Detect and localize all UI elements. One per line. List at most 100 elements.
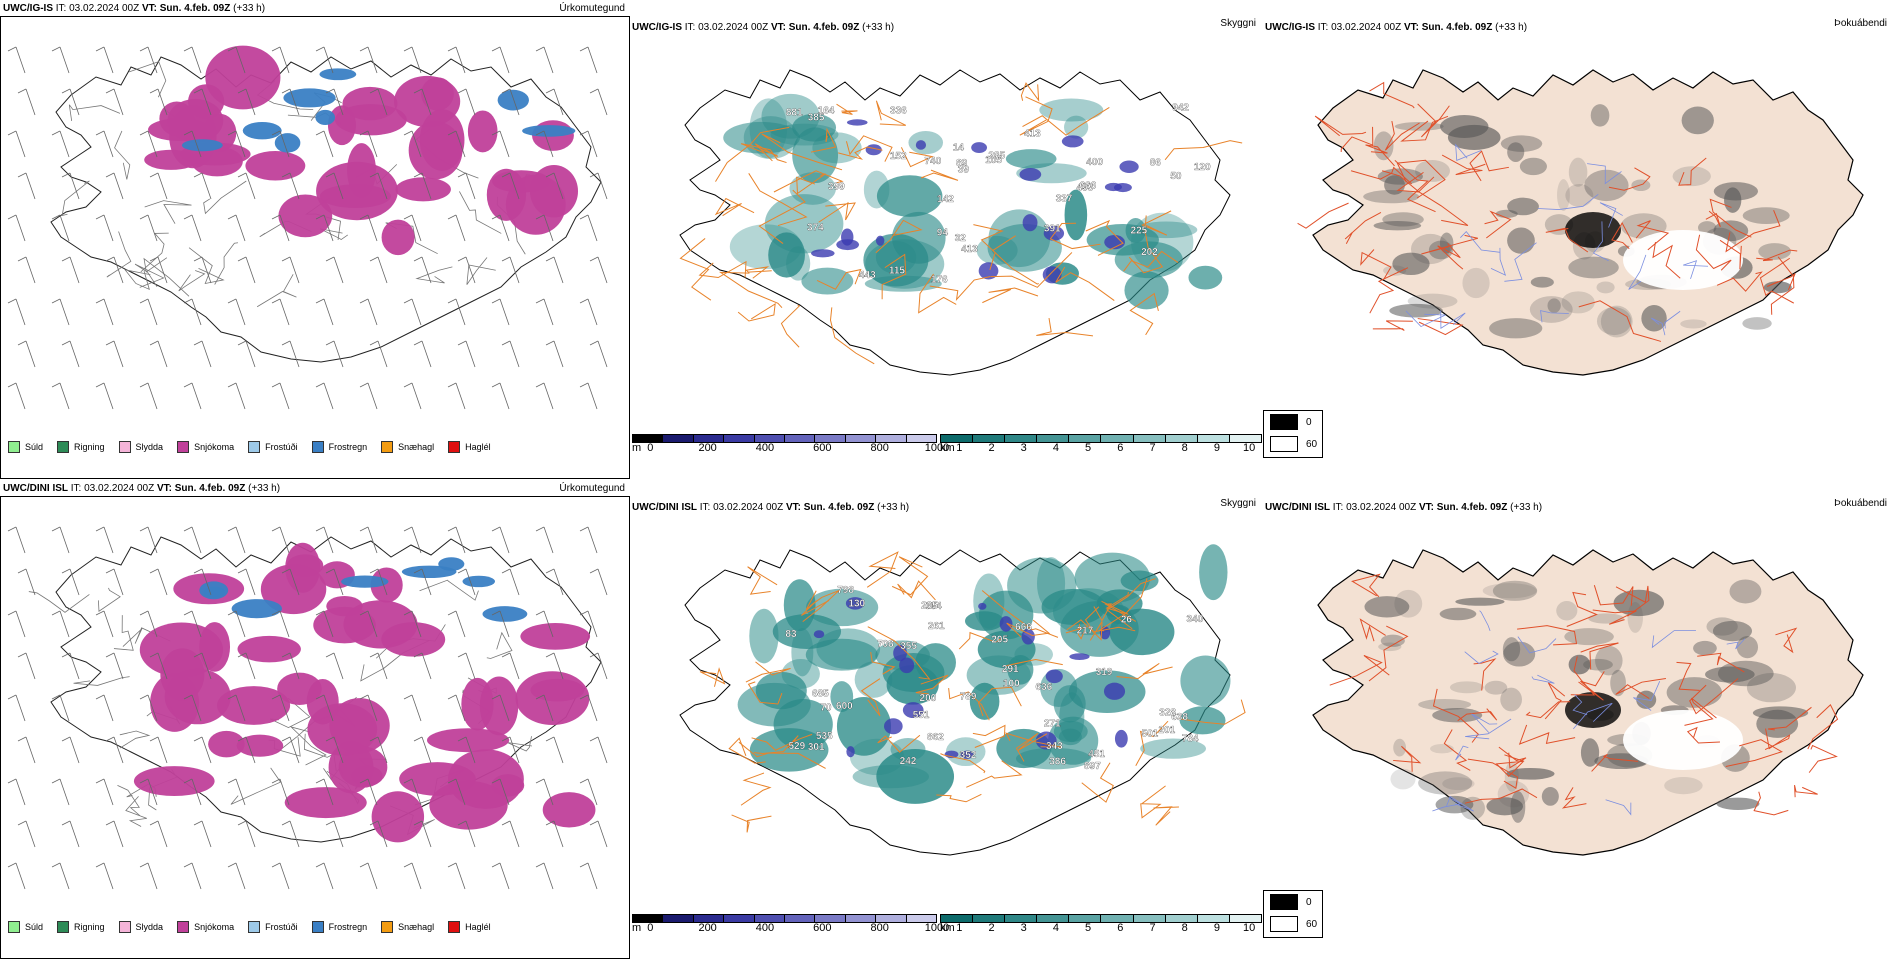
colorbar-cell <box>1069 435 1102 442</box>
colorbar-cell <box>1133 915 1166 922</box>
colorbar-tick: 8 <box>1181 922 1188 934</box>
colorbar-cell <box>1165 915 1198 922</box>
legend-swatch <box>311 441 324 453</box>
cloud-base-label: 798 <box>837 585 854 596</box>
fog-legend-swatch <box>1270 436 1298 452</box>
model-name: UWC/DINI ISL <box>1265 502 1330 513</box>
legend-item: Frostúði <box>248 441 298 453</box>
colorbar-tick: 1000 <box>924 442 950 454</box>
cloud-base-label: 451 <box>1088 749 1105 760</box>
precip-type-legend: Súld Rigning Slydda Snjókoma Frostúði Frostre… <box>0 436 628 458</box>
legend-item: Frostregn <box>311 441 367 453</box>
cloud-base-label: 535 <box>816 731 833 742</box>
colorbar-cell <box>973 915 1006 922</box>
cloud-base-label: 86 <box>1150 157 1162 168</box>
init-label: IT: <box>70 483 82 494</box>
cloud-base-label: 100 <box>1003 679 1020 690</box>
cloud-base-label: 789 <box>960 691 977 702</box>
legend-label: Súld <box>25 442 44 452</box>
cloud-base-label: 340 <box>1187 614 1204 625</box>
cloud-base-label: 501 <box>1142 729 1159 740</box>
model-name: UWC/IG-IS <box>1265 22 1315 33</box>
cloud-base-label: 200 <box>920 693 937 704</box>
forecast-header: UWC/DINI ISL IT: 03.02.2024 00Z VT: Sun.… <box>1265 502 1542 513</box>
cloud-base-label: 205 <box>991 635 1008 646</box>
legend-item: Frostregn <box>311 921 368 933</box>
forecast-row-bottom: UWC/DINI ISL IT: 03.02.2024 00Z VT: Sun.… <box>0 480 1900 959</box>
fog-legend-swatch <box>1270 414 1298 430</box>
cloud-base-label: 176 <box>931 274 948 285</box>
colorbar-cell <box>1133 435 1166 442</box>
lead-time: (+33 h) <box>248 483 281 494</box>
colorbar-tick: 600 <box>813 442 832 454</box>
legend-swatch <box>8 441 20 453</box>
init-label: IT: <box>699 502 711 513</box>
valid-time: Sun. 4.feb. 09Z <box>159 3 231 14</box>
legend-item: Frostúði <box>248 921 298 933</box>
legend-item: Snjókoma <box>177 441 234 453</box>
init-time: 03.02.2024 00Z <box>1346 502 1417 513</box>
cloud-base-label: 152 <box>890 151 907 162</box>
legend-label: Frostúði <box>265 922 298 932</box>
init-label: IT: <box>684 22 696 33</box>
colorbar-cell <box>633 435 664 442</box>
cloud-base-label: 115 <box>889 265 906 276</box>
colorbar-cell <box>785 915 816 922</box>
cloud-base-label: 242 <box>900 756 917 767</box>
legend-item: Rigning <box>57 921 105 933</box>
colorbar-cell <box>693 435 725 442</box>
valid-label: VT: <box>141 3 157 14</box>
precip-panel-title: Úrkomutegund <box>559 483 625 494</box>
colorbar-cell <box>785 435 816 442</box>
cloud-base-label: 164 <box>818 106 835 117</box>
fog-legend-swatch <box>1270 916 1298 932</box>
valid-time: Sun. 4.feb. 09Z <box>803 502 875 513</box>
colorbar-unit: km <box>940 442 955 454</box>
valid-label: VT: <box>156 483 172 494</box>
colorbar-cells <box>632 434 937 443</box>
colorbar-cells <box>940 914 1262 923</box>
lead-time: (+33 h) <box>862 22 895 33</box>
cloud-base-label: 685 <box>812 688 829 699</box>
cloud-base-label: 374 <box>807 222 824 233</box>
precip-map <box>7 526 608 890</box>
cloud-base-label: 551 <box>913 710 930 721</box>
legend-item: Slydda <box>118 441 163 453</box>
init-time: 03.02.2024 00Z <box>698 22 769 33</box>
colorbar-cell <box>1037 435 1070 442</box>
colorbar-cell <box>724 915 755 922</box>
legend-label: Haglél <box>465 442 491 452</box>
lead-time: (+33 h) <box>877 502 910 513</box>
cloud-base-label: 26 <box>1121 614 1133 625</box>
forecast-header: UWC/IG-IS IT: 03.02.2024 00Z VT: Sun. 4.… <box>632 22 894 33</box>
forecast-header: UWC/DINI ISL IT: 03.02.2024 00Z VT: Sun.… <box>3 483 280 494</box>
cloud-base-label: 14 <box>953 143 965 154</box>
valid-time: Sun. 4.feb. 09Z <box>174 483 246 494</box>
colorbar-cell <box>845 915 877 922</box>
model-name: UWC/IG-IS <box>3 3 53 14</box>
precip-type-legend: Súld Rigning Slydda Snjókoma Frostúði Frostre… <box>0 916 628 938</box>
legend-swatch <box>311 921 324 933</box>
colorbar-cell <box>1165 435 1198 442</box>
fog-panel-title: Þokuábendi <box>1834 18 1887 29</box>
cloud-base-label: 130 <box>848 599 865 610</box>
cloud-base-label: 391 <box>1044 223 1061 234</box>
colorbar-cell <box>1197 435 1230 442</box>
legend-label: Frostúði <box>265 442 298 452</box>
cloud-base-label: 301 <box>808 742 825 753</box>
colorbar-tick: 1 <box>956 442 963 454</box>
cloud-base-label: 94 <box>937 227 949 238</box>
colorbar-cell <box>1101 435 1134 442</box>
fog-panel-title: Þokuábendi <box>1834 498 1887 509</box>
cloud-base-label: 83 <box>785 629 797 640</box>
legend-label: Frostregn <box>328 922 368 932</box>
colorbar-cell <box>941 915 974 922</box>
fog-legend-label: 0 <box>1306 416 1312 428</box>
precip-panel: UWC/DINI ISL IT: 03.02.2024 00Z VT: Sun.… <box>0 483 630 959</box>
colorbar-cell <box>1229 435 1261 442</box>
cloud-base-label: 285 <box>988 151 1005 162</box>
cloud-base-label: 529 <box>788 741 805 752</box>
cloud-base-label: 638 <box>1171 712 1188 723</box>
legend-swatch <box>381 921 394 933</box>
colorbar-tick: 200 <box>698 442 717 454</box>
